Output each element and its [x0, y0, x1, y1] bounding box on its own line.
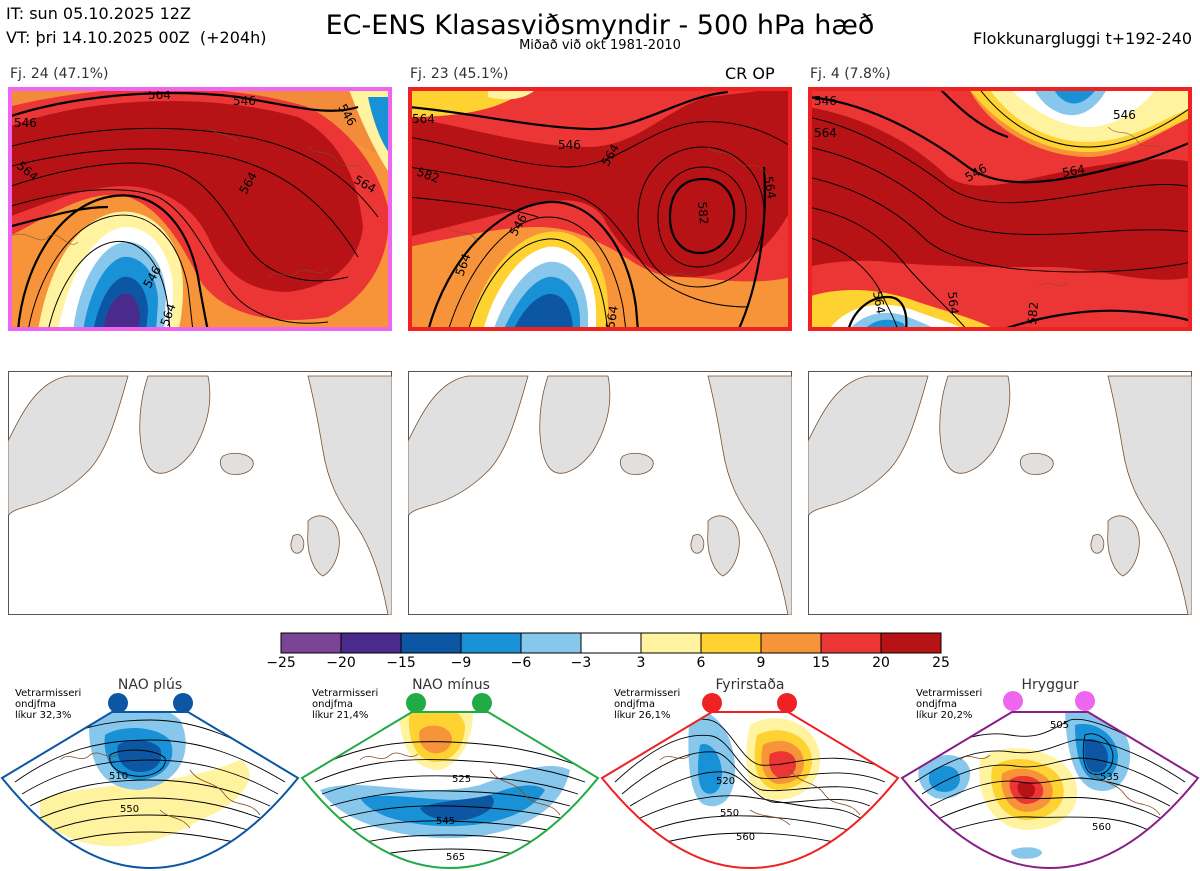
panel-3-border — [808, 87, 1192, 331]
regime-map-ridge: 505 535 560 — [900, 691, 1200, 870]
cluster-map-2: 564 546 582 564 546 564 582 564 564 — [408, 87, 792, 331]
contour-label: 546 — [814, 94, 837, 108]
colorbar-tick-label: −6 — [510, 655, 532, 671]
regime-3-text: Vetrarmisseri ondjfma líkur 26,1% — [614, 688, 681, 721]
contour-label: 546 — [558, 138, 581, 152]
colorbar-tick-label: 9 — [756, 655, 766, 671]
panel-2-label: Fj. 23 (45.1%) — [410, 66, 509, 82]
init-time: IT: sun 05.10.2025 12Z — [6, 4, 191, 23]
contour-label: 564 — [148, 88, 171, 102]
regime-4-contour-label: 560 — [1092, 822, 1111, 833]
regime-2-contour-label: 565 — [446, 852, 465, 863]
contour-label: 564 — [814, 126, 837, 140]
colorbar-tick-label: 15 — [812, 655, 830, 671]
base-map-3 — [808, 371, 1192, 615]
regime-map-nao-minus: 525 545 565 — [300, 693, 600, 870]
regime-2-contour-label: 525 — [452, 774, 471, 785]
panel-1-border — [8, 87, 392, 331]
contour-label: 564 — [945, 291, 961, 315]
colorbar-tick-label: −25 — [266, 655, 296, 671]
page-subtitle: Miðað við okt 1981-2010 — [519, 38, 681, 53]
colorbar-segment — [400, 632, 462, 654]
colorbar-segment — [700, 632, 762, 654]
contour-label: 564 — [1061, 162, 1086, 180]
colorbar-tick-label: −3 — [570, 655, 592, 671]
colorbar-tick-label: −9 — [450, 655, 472, 671]
colorbar-segment — [760, 632, 822, 654]
colorbar-segment — [640, 632, 702, 654]
regime-3-marker-right — [777, 693, 797, 713]
regime-3-contour-label: 560 — [736, 832, 755, 843]
colorbar-segment — [820, 632, 882, 654]
colorbar-tick-label: 25 — [932, 655, 950, 671]
regime-4-contour-label: 505 — [1050, 720, 1069, 731]
contour-label: 564 — [603, 305, 621, 330]
colorbar-segment — [880, 632, 942, 654]
regime-2-contour-label: 545 — [436, 816, 455, 827]
colorbar-tick-label: −15 — [386, 655, 416, 671]
regime-1-marker-left — [108, 693, 128, 713]
regime-1-outline — [0, 711, 300, 870]
contour-label: 564 — [761, 175, 779, 200]
regime-4-marker-right — [1075, 691, 1095, 711]
colorbar-segment — [280, 632, 342, 654]
cluster-map-1: 546 546 564 564 546 564 546 564 564 — [8, 87, 392, 331]
regime-4-marker-left — [1003, 691, 1023, 711]
regime-1-contour-label: 550 — [120, 804, 139, 815]
colorbar-segment — [580, 632, 642, 654]
base-map-2 — [408, 371, 792, 615]
regime-1-contour-label: 510 — [109, 771, 128, 782]
regime-1-text: Vetrarmisseri ondjfma líkur 32,3% — [15, 688, 82, 721]
regime-3-marker-left — [702, 693, 722, 713]
regime-3-contour-label: 520 — [716, 776, 735, 787]
cluster-map-3: 546 564 546 564 546 564 564 582 — [808, 87, 1192, 331]
regime-4-outline — [900, 711, 1200, 870]
colorbar-segment — [520, 632, 582, 654]
regime-4-text: Vetrarmisseri ondjfma líkur 20,2% — [916, 688, 983, 721]
base-map-1 — [8, 371, 392, 615]
colorbar-segment — [460, 632, 522, 654]
classification-window: Flokkunargluggi t+192-240 — [973, 29, 1192, 48]
panel-3-label: Fj. 4 (7.8%) — [810, 66, 891, 82]
valid-time: VT: þri 14.10.2025 00Z (+204h) — [6, 28, 267, 47]
regime-2-outline — [300, 711, 600, 870]
regime-2-marker-left — [406, 693, 426, 713]
contour-label: 546 — [233, 94, 256, 108]
contour-label: 546 — [14, 116, 37, 130]
colorbar-tick-label: 20 — [872, 655, 890, 671]
regime-2-name: NAO mínus — [412, 677, 490, 693]
regime-map-blocking: 520 550 560 — [600, 693, 900, 870]
colorbar-tick-label: −20 — [326, 655, 356, 671]
page-title: EC-ENS Klasasviðsmyndir - 500 hPa hæð — [325, 10, 875, 41]
regime-1-marker-right — [173, 693, 193, 713]
regime-1-name: NAO plús — [117, 677, 183, 693]
regime-2-text: Vetrarmisseri ondjfma líkur 21,4% — [312, 688, 379, 721]
colorbar-tick-label: 3 — [636, 655, 646, 671]
colorbar — [280, 632, 942, 654]
panel-2-border — [408, 87, 792, 331]
regime-map-nao-plus: 510 550 — [0, 693, 300, 870]
colorbar-tick-label: 6 — [696, 655, 706, 671]
regime-4-contour-label: 535 — [1100, 772, 1119, 783]
regime-3-name: Fyrirstaða — [715, 677, 785, 693]
cr-op-label: CR OP — [725, 64, 775, 83]
regime-3-outline — [600, 711, 900, 870]
regime-2-marker-right — [472, 693, 492, 713]
colorbar-segment — [340, 632, 402, 654]
contour-label: 582 — [1025, 301, 1041, 325]
contour-label: 546 — [1113, 108, 1136, 122]
contour-label: 564 — [870, 290, 888, 315]
regime-4-name: Hryggur — [1021, 677, 1079, 693]
contour-label: 582 — [695, 201, 711, 225]
panel-1-label: Fj. 24 (47.1%) — [10, 66, 109, 82]
contour-label: 564 — [412, 112, 435, 126]
regime-3-contour-label: 550 — [720, 808, 739, 819]
